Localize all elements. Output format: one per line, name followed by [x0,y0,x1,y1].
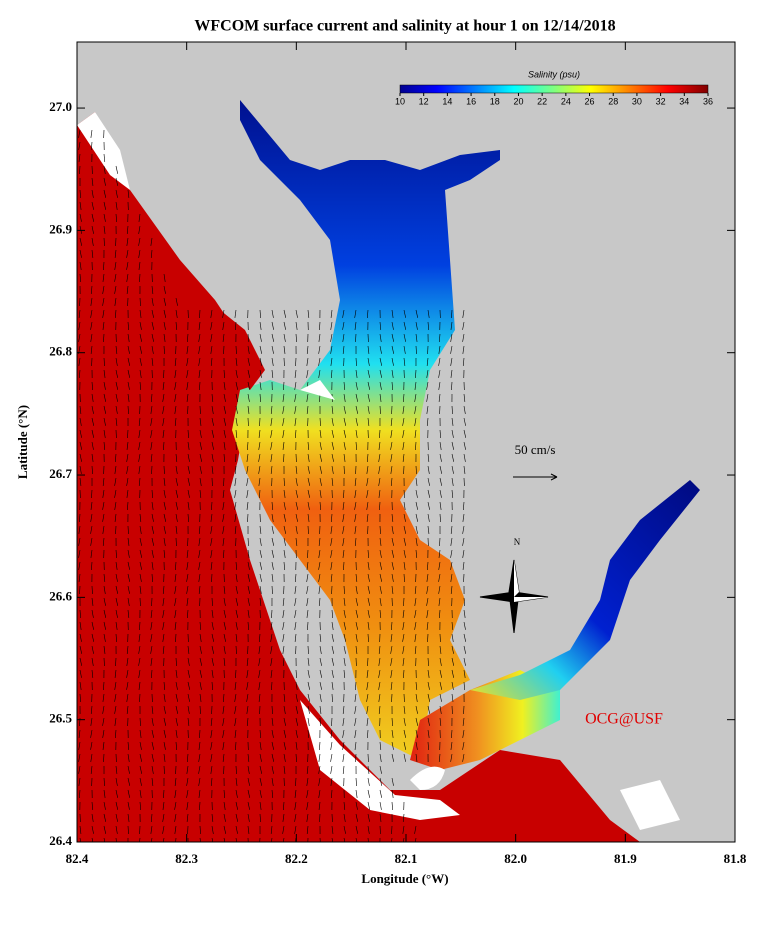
y-tick-label: 26.8 [49,344,72,359]
x-tick-label: 82.2 [285,851,308,866]
colorbar [400,85,708,93]
colorbar-tick-label: 10 [395,96,405,106]
y-tick-label: 26.7 [49,466,72,481]
y-tick-label: 26.4 [49,833,72,848]
colorbar-tick-label: 24 [561,96,571,106]
colorbar-tick-label: 32 [656,96,666,106]
colorbar-title: Salinity (psu) [528,69,580,79]
y-tick-label: 26.5 [49,711,72,726]
colorbar-tick-label: 18 [490,96,500,106]
x-axis-label: Longitude (°W) [361,871,448,886]
compass-label: N [514,537,521,547]
x-tick-label: 82.4 [66,851,89,866]
x-tick-label: 82.1 [395,851,418,866]
y-tick-label: 27.0 [49,99,72,114]
title: WFCOM surface current and salinity at ho… [194,18,615,35]
x-tick-label: 81.9 [614,851,637,866]
colorbar-tick-label: 36 [703,96,713,106]
credit: OCG@USF [585,711,663,728]
y-axis-label: Latitude (°N) [15,405,30,479]
colorbar-tick-label: 14 [442,96,452,106]
y-tick-label: 26.9 [49,221,72,236]
y-tick-label: 26.6 [49,588,72,603]
colorbar-tick-label: 16 [466,96,476,106]
colorbar-tick-label: 22 [537,96,547,106]
colorbar-tick-label: 12 [419,96,429,106]
colorbar-tick-label: 34 [679,96,689,106]
colorbar-tick-label: 28 [608,96,618,106]
colorbar-tick-label: 26 [585,96,595,106]
colorbar-tick-label: 20 [513,96,523,106]
scale-label: 50 cm/s [515,442,556,457]
x-tick-label: 82.0 [504,851,527,866]
x-tick-label: 82.3 [175,851,198,866]
colorbar-tick-label: 30 [632,96,642,106]
x-tick-label: 81.8 [724,851,747,866]
